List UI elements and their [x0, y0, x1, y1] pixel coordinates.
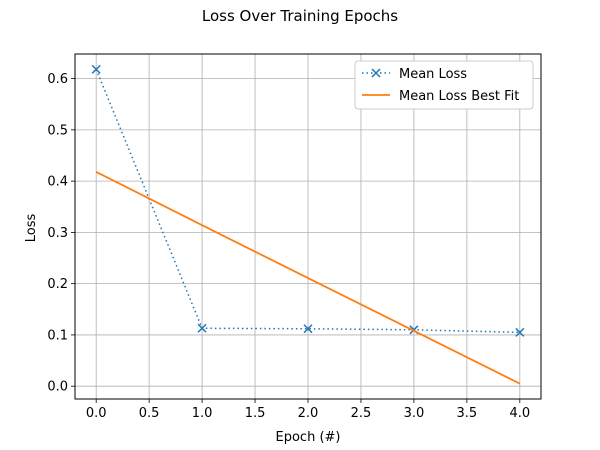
legend-best-fit-label: Mean Loss Best Fit [399, 89, 519, 104]
x-tick-label: 3.0 [404, 406, 425, 421]
x-axis-title: Epoch (#) [276, 430, 341, 445]
y-tick-label: 0.5 [47, 123, 68, 138]
grid [75, 54, 541, 399]
mean-loss-point [303, 324, 313, 334]
legend-box [354, 60, 534, 110]
x-tick-label: 1.0 [192, 406, 213, 421]
legend-mean-loss-marker [371, 68, 381, 78]
y-axis-title: Loss [24, 214, 39, 243]
y-tick-label: 0.0 [47, 380, 68, 395]
legend-mean-loss-label: Mean Loss [399, 67, 467, 82]
best-fit-line [95, 171, 521, 385]
y-tick-label: 0.6 [47, 72, 68, 87]
x-axis-ticks: 0.0 0.5 1.0 1.5 2.0 2.5 3.0 3.5 4.0 [86, 399, 530, 421]
mean-loss-point [197, 323, 207, 333]
y-tick-label: 0.3 [47, 226, 68, 241]
legend: Mean Loss Mean Loss Best Fit [354, 60, 534, 110]
x-tick-label: 1.5 [245, 406, 266, 421]
mean-loss-line [95, 69, 520, 334]
x-tick-label: 0.0 [86, 406, 107, 421]
mean-loss-point [91, 64, 101, 74]
y-tick-label: 0.2 [47, 277, 68, 292]
chart-title: Loss Over Training Epochs [202, 7, 398, 25]
mean-loss-point [515, 327, 525, 337]
x-tick-label: 4.0 [509, 406, 530, 421]
x-tick-label: 2.0 [298, 406, 319, 421]
plot-series [91, 64, 525, 385]
x-tick-label: 0.5 [139, 406, 160, 421]
x-tick-label: 3.5 [457, 406, 478, 421]
y-axis-ticks: 0.0 0.1 0.2 0.3 0.4 0.5 0.6 [47, 72, 75, 395]
y-tick-label: 0.1 [47, 328, 68, 343]
y-tick-label: 0.4 [47, 175, 68, 190]
x-tick-label: 2.5 [351, 406, 372, 421]
